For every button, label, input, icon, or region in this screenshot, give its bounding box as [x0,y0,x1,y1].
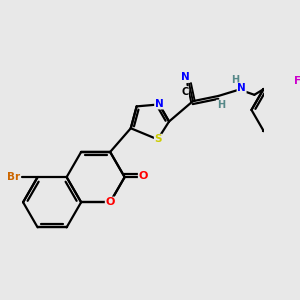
Text: N: N [237,83,246,93]
Text: C: C [181,87,188,97]
Text: H: H [217,100,225,110]
Text: N: N [181,72,190,82]
Text: S: S [154,134,162,144]
Text: F: F [294,76,300,85]
Text: Br: Br [7,172,20,182]
Text: N: N [155,99,164,109]
Text: O: O [106,197,115,207]
Text: H: H [231,75,239,85]
Text: O: O [139,171,148,181]
